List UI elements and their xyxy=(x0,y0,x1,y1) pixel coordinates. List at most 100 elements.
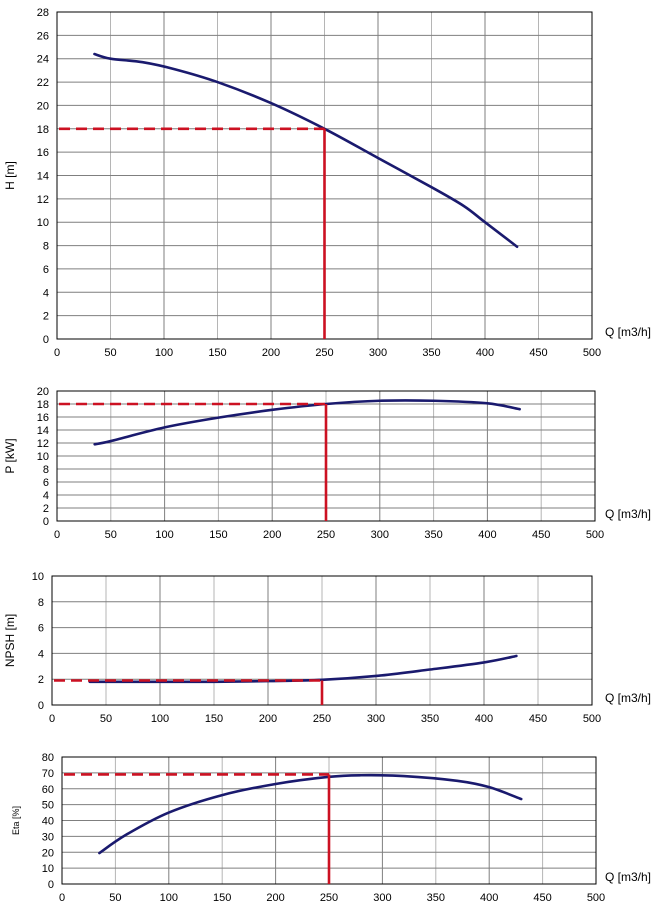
y-tick-label: 4 xyxy=(38,648,44,660)
x-axis-label: Q [m3/h] xyxy=(605,691,651,705)
x-tick-label: 0 xyxy=(49,713,55,725)
y-tick-label: 0 xyxy=(43,516,49,528)
y-tick-label: 20 xyxy=(42,847,54,859)
x-tick-label: 250 xyxy=(315,347,333,359)
x-tick-label: 150 xyxy=(205,713,223,725)
y-tick-label: 28 xyxy=(37,7,49,19)
series-line xyxy=(93,52,519,249)
y-tick-label: 4 xyxy=(43,287,49,299)
series-line xyxy=(88,654,518,684)
y-tick-label: 22 xyxy=(37,77,49,89)
y-tick-label: 50 xyxy=(42,800,54,812)
y-tick-label: 6 xyxy=(43,264,49,276)
x-tick-label: 500 xyxy=(586,529,604,541)
chart-panel-power: 0 50 100 150 200 250 300 350 400 450 5000246810121… xyxy=(3,386,651,541)
x-tick-label: 500 xyxy=(583,347,601,359)
x-tick-label: 200 xyxy=(259,713,277,725)
chart-panel-head: 0 50 100 150 200 250 300 350 400 450 500 0 24 6 8 10 12 1… xyxy=(3,7,651,359)
y-tick-label: 30 xyxy=(42,831,54,843)
y-tick-label: 8 xyxy=(43,464,49,476)
y-tick-label: 14 xyxy=(37,425,49,437)
y-tick-label: 10 xyxy=(37,217,49,229)
y-axis-label: Eta [%] xyxy=(11,806,21,835)
y-tick-label: 0 xyxy=(48,879,54,891)
x-tick-label: 200 xyxy=(266,892,284,904)
x-tick-label: 50 xyxy=(109,892,121,904)
y-tick-label: 16 xyxy=(37,412,49,424)
y-tick-label: 40 xyxy=(42,816,54,828)
y-tick-label: 20 xyxy=(37,386,49,398)
chart-panel-eta: 0 50 100 150 200 250 300 350 400 450 500 0 10 20 30 40 5… xyxy=(11,752,651,904)
x-tick-label: 250 xyxy=(320,892,338,904)
x-tick-label: 450 xyxy=(533,892,551,904)
x-tick-label: 450 xyxy=(532,529,550,541)
series-line xyxy=(98,773,523,855)
x-axis-label: Q [m3/h] xyxy=(605,870,651,884)
x-tick-label: 400 xyxy=(480,892,498,904)
y-tick-label: 12 xyxy=(37,438,49,450)
y-tick-label: 20 xyxy=(37,100,49,112)
y-tick-label: 70 xyxy=(42,768,54,780)
x-axis-label: Q [m3/h] xyxy=(605,507,651,521)
x-tick-label: 200 xyxy=(263,529,281,541)
x-tick-label: 250 xyxy=(313,713,331,725)
x-tick-label: 300 xyxy=(369,347,387,359)
x-tick-label: 0 xyxy=(54,529,60,541)
x-tick-label: 100 xyxy=(151,713,169,725)
y-tick-label: 18 xyxy=(37,124,49,136)
x-tick-label: 400 xyxy=(478,529,496,541)
y-tick-label: 10 xyxy=(32,571,44,583)
chart-panel-npsh: 0 50 100 150 200 250 300 350 400 450 500 0 2 4 6 8 10 NPS… xyxy=(3,571,651,725)
x-tick-label: 100 xyxy=(155,347,173,359)
y-tick-label: 10 xyxy=(37,451,49,463)
y-tick-label: 26 xyxy=(37,30,49,42)
x-tick-label: 250 xyxy=(317,529,335,541)
x-tick-label: 100 xyxy=(160,892,178,904)
y-tick-label: 16 xyxy=(37,147,49,159)
y-tick-label: 24 xyxy=(37,54,49,66)
y-tick-label: 4 xyxy=(43,490,49,502)
y-tick-label: 8 xyxy=(43,241,49,253)
y-tick-label: 14 xyxy=(37,171,49,183)
y-axis-label: P [kW] xyxy=(3,438,17,473)
series-line xyxy=(93,399,521,446)
x-tick-label: 50 xyxy=(100,713,112,725)
x-tick-label: 150 xyxy=(213,892,231,904)
x-tick-label: 150 xyxy=(209,529,227,541)
x-tick-label: 500 xyxy=(583,713,601,725)
x-tick-label: 350 xyxy=(421,713,439,725)
y-tick-label: 6 xyxy=(38,623,44,635)
x-tick-label: 300 xyxy=(373,892,391,904)
x-tick-label: 300 xyxy=(371,529,389,541)
x-tick-label: 400 xyxy=(475,713,493,725)
y-axis-label: H [m] xyxy=(3,161,17,190)
x-axis-label: Q [m3/h] xyxy=(605,325,651,339)
x-tick-label: 350 xyxy=(427,892,445,904)
y-tick-label: 6 xyxy=(43,477,49,489)
x-tick-label: 100 xyxy=(155,529,173,541)
y-tick-label: 60 xyxy=(42,784,54,796)
x-tick-label: 300 xyxy=(367,713,385,725)
y-tick-label: 12 xyxy=(37,194,49,206)
x-tick-label: 50 xyxy=(105,529,117,541)
y-tick-label: 8 xyxy=(38,597,44,609)
y-axis-label: NPSH [m] xyxy=(3,614,17,667)
y-tick-label: 2 xyxy=(43,503,49,515)
x-tick-label: 50 xyxy=(104,347,116,359)
x-tick-label: 0 xyxy=(54,347,60,359)
x-tick-label: 200 xyxy=(262,347,280,359)
x-tick-label: 400 xyxy=(476,347,494,359)
x-tick-label: 500 xyxy=(587,892,605,904)
x-tick-label: 450 xyxy=(529,347,547,359)
y-tick-label: 0 xyxy=(43,334,49,346)
x-tick-label: 350 xyxy=(422,347,440,359)
y-tick-label: 18 xyxy=(37,399,49,411)
x-tick-label: 350 xyxy=(424,529,442,541)
x-tick-label: 450 xyxy=(529,713,547,725)
y-tick-label: 80 xyxy=(42,752,54,764)
x-tick-label: 150 xyxy=(208,347,226,359)
y-tick-label: 0 xyxy=(38,700,44,712)
y-tick-label: 10 xyxy=(42,863,54,875)
y-tick-label: 2 xyxy=(38,674,44,686)
